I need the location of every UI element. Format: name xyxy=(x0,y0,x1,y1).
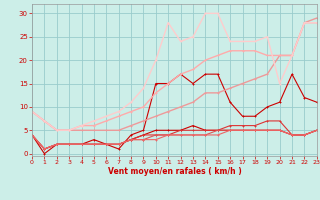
X-axis label: Vent moyen/en rafales ( km/h ): Vent moyen/en rafales ( km/h ) xyxy=(108,167,241,176)
